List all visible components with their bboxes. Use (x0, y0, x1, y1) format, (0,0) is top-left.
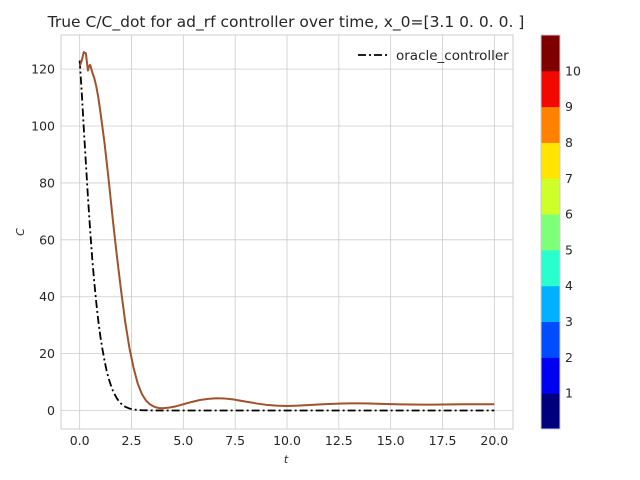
colorbar-tick-label: 1 (565, 386, 573, 401)
plot-frame (60, 34, 514, 430)
plot-area: 0.0 2.5 5.0 7.5 10.0 12.5 15.0 17.5 20.0 0 20 40 60… (14, 34, 514, 466)
y-tick-label: 20 (39, 346, 55, 361)
colorbar-tick-label: 9 (565, 99, 573, 114)
colorbar-cell (541, 285, 560, 323)
colorbar-frame (540, 34, 561, 430)
x-tick-labels: 0.0 2.5 5.0 7.5 10.0 12.5 15.0 17.5 20.0 (70, 433, 509, 448)
legend-label-oracle_controller: oracle_controller (396, 48, 509, 64)
y-axis-label: C (14, 228, 27, 236)
x-tick-label: 10.0 (273, 433, 301, 448)
colorbar-cell (541, 70, 560, 108)
colorbar-tick-label: 7 (565, 171, 573, 186)
colorbar-cell (541, 357, 560, 394)
colorbar-tick-label: 6 (565, 207, 573, 222)
x-tick-label: 17.5 (429, 433, 457, 448)
y-tick-label: 0 (47, 403, 55, 418)
y-tick-label: 100 (31, 119, 55, 134)
colorbar-cell (541, 106, 560, 143)
chart-title: True C/C_dot for ad_rf controller over t… (47, 13, 525, 32)
x-tick-label: 7.5 (225, 433, 245, 448)
colorbar-tick-label: 3 (565, 314, 573, 329)
colorbar-tick-label: 5 (565, 242, 573, 257)
colorbar-tick-label: 8 (565, 135, 573, 150)
y-tick-label: 60 (39, 232, 55, 247)
colorbar-tick-label: 4 (565, 278, 573, 293)
colorbar-tick-label: 2 (565, 350, 573, 365)
colorbar-cell (541, 214, 560, 251)
colorbar-tick-label: 10 (565, 63, 581, 78)
x-tick-label: 12.5 (325, 433, 353, 448)
colorbar-tick-labels: 1 2 3 4 5 6 7 8 9 10 (565, 63, 581, 400)
y-tick-labels: 0 20 40 60 80 100 120 (31, 62, 55, 418)
colorbar-cell (541, 321, 560, 358)
colorbar-cell (541, 142, 560, 179)
colorbar-cell (541, 393, 560, 430)
legend: oracle_controller (358, 48, 509, 64)
y-tick-label: 120 (31, 62, 55, 77)
x-tick-label: 2.5 (122, 433, 142, 448)
colorbar-cell (541, 249, 560, 287)
y-tick-label: 80 (39, 175, 55, 190)
x-tick-label: 15.0 (377, 433, 405, 448)
series-line-series-1 (78, 51, 495, 410)
x-tick-label: 20.0 (480, 433, 508, 448)
y-tick-label: 40 (39, 289, 55, 304)
x-tick-label: 5.0 (173, 433, 193, 448)
series-lines (78, 51, 495, 412)
x-axis-label: t (284, 453, 289, 466)
colorbar: 1 2 3 4 5 6 7 8 9 10 (540, 34, 581, 430)
colorbar-cell (541, 178, 560, 215)
colorbar-cell (541, 35, 560, 72)
x-tick-label: 0.0 (70, 433, 90, 448)
colorbar-cells (541, 35, 560, 430)
series-line-oracle_controller (78, 60, 495, 412)
